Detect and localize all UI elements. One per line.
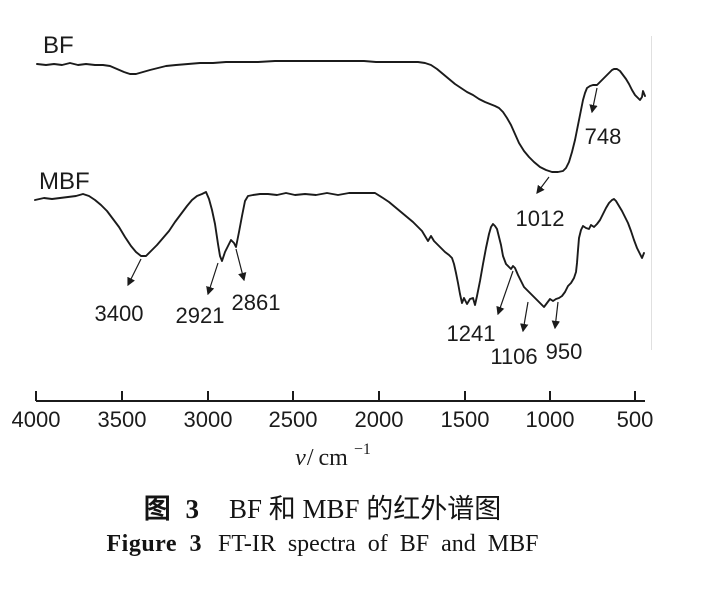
curve-MBF: [34, 191, 645, 308]
x-axis-exponent: −1: [353, 441, 371, 458]
peak-arrow-1012: [536, 176, 550, 195]
peak-arrow-1106: [520, 301, 529, 333]
caption-zh-label: 图 3: [143, 494, 199, 524]
caption-zh: 图 3 BF 和 MBF 的红外谱图: [0, 487, 645, 526]
x-tick-label-2500: 2500: [269, 407, 318, 432]
series-label-BF: BF: [43, 32, 74, 59]
spectra-plot: BF MBF 4000 3500 3000 2500 2000 1500 1000 500 1012…: [12, 32, 654, 432]
peak-arrow-1241: [496, 270, 514, 316]
peak-label-950: 950: [546, 339, 583, 364]
peak-label-748: 748: [585, 124, 622, 149]
curve-BF: [36, 60, 646, 173]
peak-label-1012: 1012: [516, 206, 565, 231]
peak-label-1106: 1106: [490, 344, 537, 369]
caption-en: Figure 3 FT-IR spectra of BF and MBF: [0, 531, 645, 558]
peak-arrow-748: [589, 87, 598, 114]
peak-label-1241: 1241: [447, 321, 496, 346]
x-axis-slash: /: [306, 445, 314, 471]
page-edge-line: [651, 36, 652, 350]
x-axis-label: ν/cm −1: [295, 441, 371, 472]
caption-zh-text: BF 和 MBF 的红外谱图: [228, 494, 502, 524]
x-axis-unit: cm: [318, 445, 348, 471]
peak-arrow-2861: [235, 248, 247, 282]
x-tick-label-1000: 1000: [526, 407, 575, 432]
peak-arrow-3400: [127, 258, 142, 287]
peak-arrow-950: [551, 301, 560, 330]
caption-en-text: FT-IR spectra of BF and MBF: [218, 531, 539, 557]
x-tick-label-3000: 3000: [184, 407, 233, 432]
peak-label-2861: 2861: [232, 290, 281, 315]
series-label-MBF: MBF: [39, 168, 90, 195]
x-tick-label-500: 500: [617, 407, 654, 432]
peak-label-3400: 3400: [95, 301, 144, 326]
caption-en-label: Figure 3: [106, 531, 203, 557]
x-tick-label-2000: 2000: [355, 407, 404, 432]
x-axis-nu: ν: [295, 445, 306, 471]
peak-label-2921: 2921: [176, 303, 225, 328]
x-tick-label-3500: 3500: [98, 407, 147, 432]
peak-arrow-2921: [206, 262, 219, 296]
x-tick-label-1500: 1500: [441, 407, 490, 432]
x-tick-label-4000: 4000: [12, 407, 61, 432]
